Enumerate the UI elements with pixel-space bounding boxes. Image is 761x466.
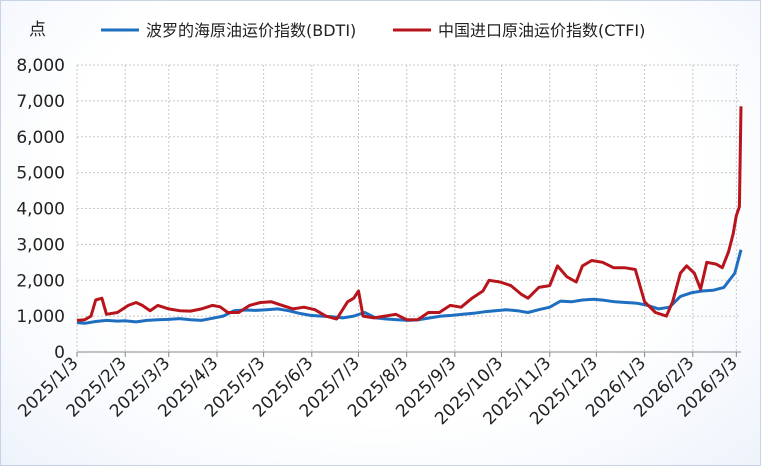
y-tick-label: 8,000 (16, 56, 65, 76)
y-tick-label: 6,000 (16, 128, 65, 148)
axes (76, 351, 741, 357)
y-tick-label: 0 (54, 343, 65, 363)
y-tick-label: 5,000 (16, 164, 65, 184)
legend-label: 波罗的海原油运价指数(BDTI) (146, 21, 356, 40)
y-tick-label: 1,000 (16, 307, 65, 327)
ctfi-series-line (76, 106, 743, 322)
y-unit-label: 点 (29, 20, 46, 40)
y-tick-label: 3,000 (16, 235, 65, 255)
grid-lines (76, 64, 741, 352)
x-tick-labels: 2025/1/32025/2/32025/3/32025/4/32025/5/3… (14, 353, 741, 429)
y-tick-label: 2,000 (16, 271, 65, 291)
legend-label: 中国进口原油运价指数(CTFI) (438, 21, 645, 40)
y-tick-label: 7,000 (16, 92, 65, 112)
legend: 波罗的海原油运价指数(BDTI) 中国进口原油运价指数(CTFI) (101, 21, 645, 40)
y-tick-label: 4,000 (16, 200, 65, 220)
series-lines (76, 106, 743, 325)
y-tick-labels: 0 1,000 2,000 3,000 4,000 5,000 6,000 7,000 8,00… (16, 56, 65, 363)
